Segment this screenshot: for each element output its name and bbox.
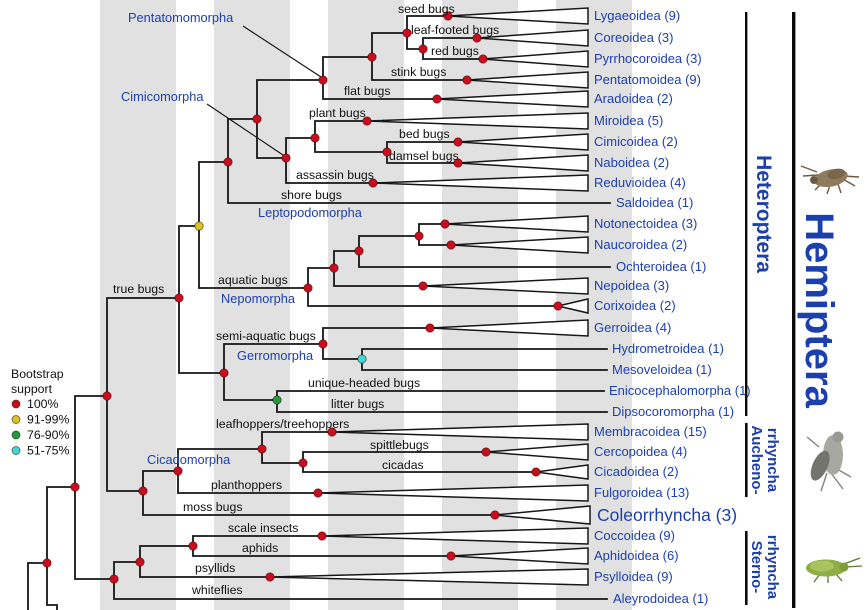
- heteroptera-bug-photo: [800, 165, 860, 195]
- bootstrap-legend: Bootstrap support 100% 91-99% 76-90% 51-…: [11, 367, 69, 458]
- common-name-scale-insects: scale insects: [228, 521, 298, 535]
- taxon-label-membracoidea: Membracoidea (15): [594, 424, 707, 439]
- taxon-label-aphidoidea: Aphidoidea (6): [594, 548, 679, 563]
- taxon-label-notonectoidea: Notonectoidea (3): [594, 216, 697, 231]
- legend-item-51-75: 51-75%: [27, 444, 69, 458]
- common-name-stink-bugs: stink bugs: [391, 65, 446, 79]
- taxon-label-hydrometroidea: Hydrometroidea (1): [612, 341, 724, 356]
- common-name-labels: seed bugs leaf-footed bugs red bugs stin…: [113, 2, 499, 597]
- taxon-label-coleorrhyncha: Coleorrhyncha (3): [597, 505, 737, 525]
- clade-pointer-lines: [206, 25, 322, 156]
- taxon-label-fulgoroidea: Fulgoroidea (13): [594, 485, 689, 500]
- auchenorrhyncha-planthopper-photo: [806, 431, 852, 492]
- clade-triangles: [269, 7, 591, 586]
- legend-title-line2: support: [11, 382, 53, 396]
- legend-title-line1: Bootstrap: [11, 367, 64, 381]
- common-name-psyllids: psyllids: [195, 561, 235, 575]
- group-label-auchenorrhyncha-line1: Aucheno-: [748, 425, 765, 494]
- taxon-label-pyrrhocoroidea: Pyrrhocoroidea (3): [594, 51, 702, 66]
- taxon-label-naboidea: Naboidea (2): [594, 155, 669, 170]
- group-label-heteroptera: Heteroptera: [752, 155, 775, 273]
- taxon-label-gerroidea: Gerroidea (4): [594, 320, 671, 335]
- heteroptera-bar: [745, 12, 748, 416]
- taxon-label-pentatomoidea: Pentatomoidea (9): [594, 72, 701, 87]
- common-name-plant-bugs: plant bugs: [309, 106, 366, 120]
- common-name-whiteflies: whiteflies: [191, 583, 243, 597]
- taxon-label-naucoroidea: Naucoroidea (2): [594, 237, 687, 252]
- clade-labels: Pentatomomorpha Cimicomorpha Leptopodomo…: [121, 10, 363, 467]
- common-name-spittlebugs: spittlebugs: [370, 438, 429, 452]
- taxon-label-aradoidea: Aradoidea (2): [594, 91, 673, 106]
- sternorrhyncha-psyllid-photo: [806, 557, 863, 583]
- taxon-label-saldoidea: Saldoidea (1): [616, 195, 693, 210]
- common-name-aquatic-bugs: aquatic bugs: [218, 273, 288, 287]
- taxon-label-lygaeoidea: Lygaeoidea (9): [594, 8, 680, 23]
- taxon-label-miroidea: Miroidea (5): [594, 113, 663, 128]
- clade-label-pentatomomorpha: Pentatomomorpha: [128, 10, 234, 25]
- legend-item-91-99: 91-99%: [27, 413, 69, 427]
- auchenorrhyncha-bar: [745, 423, 748, 497]
- legend-item-76-90: 76-90%: [27, 428, 69, 442]
- group-label-sternorrhyncha-line2: rrhyncha: [764, 535, 781, 600]
- common-name-flat-bugs: flat bugs: [344, 84, 391, 98]
- taxon-label-reduvioidea: Reduvioidea (4): [594, 175, 686, 190]
- taxon-label-mesoveloidea: Mesoveloidea (1): [612, 362, 712, 377]
- common-name-true-bugs: true bugs: [113, 282, 164, 296]
- group-bracket-bars: [745, 12, 796, 608]
- common-name-semi-aquatic-bugs: semi-aquatic bugs: [216, 329, 316, 343]
- common-name-unique-headed-bugs: unique-headed bugs: [308, 376, 420, 390]
- common-name-litter-bugs: litter bugs: [331, 397, 384, 411]
- group-label-sternorrhyncha-line1: Sterno-: [748, 541, 765, 594]
- common-name-moss-bugs: moss bugs: [183, 500, 242, 514]
- common-name-aphids: aphids: [242, 541, 278, 555]
- common-name-planthoppers: planthoppers: [211, 478, 282, 492]
- clade-label-leptopodomorpha: Leptopodomorpha: [258, 205, 363, 220]
- clade-label-gerromorpha: Gerromorpha: [237, 348, 314, 363]
- taxon-label-enicocephalomorpha: Enicocephalomorpha (1): [609, 383, 751, 398]
- taxon-label-nepoidea: Nepoidea (3): [594, 278, 669, 293]
- group-label-hemiptera: Hemiptera: [797, 212, 841, 408]
- taxon-label-coreoidea: Coreoidea (3): [594, 30, 674, 45]
- legend-item-100: 100%: [27, 397, 59, 411]
- taxon-label-cimicoidea: Cimicoidea (2): [594, 134, 678, 149]
- taxon-label-coccoidea: Coccoidea (9): [594, 528, 675, 543]
- clade-label-cimicomorpha: Cimicomorpha: [121, 89, 204, 104]
- taxon-label-psylloidea: Psylloidea (9): [594, 569, 673, 584]
- taxon-labels: Lygaeoidea (9) Coreoidea (3) Pyrrhocoroi…: [594, 8, 751, 606]
- common-name-leaf-footed-bugs: leaf-footed bugs: [411, 23, 499, 37]
- common-name-leafhoppers-treehoppers: leafhoppers/treehoppers: [216, 417, 349, 431]
- taxon-label-corixoidea: Corixoidea (2): [594, 298, 676, 313]
- taxon-label-cicadoidea: Cicadoidea (2): [594, 464, 679, 479]
- taxon-label-ochteroidea: Ochteroidea (1): [616, 259, 706, 274]
- common-name-seed-bugs: seed bugs: [398, 2, 455, 16]
- sternorrhyncha-bar: [745, 531, 748, 605]
- group-labels: Heteroptera Hemiptera Aucheno- rrhyncha …: [748, 155, 841, 600]
- common-name-red-bugs: red bugs: [431, 44, 479, 58]
- bootstrap-node-dots: [42, 11, 563, 584]
- group-label-auchenorrhyncha-line2: rrhyncha: [764, 428, 781, 493]
- common-name-bed-bugs: bed bugs: [399, 127, 450, 141]
- taxon-label-dipsocoromorpha: Dipsocoromorpha (1): [612, 404, 734, 419]
- common-name-shore-bugs: shore bugs: [281, 188, 342, 202]
- hemiptera-bar: [792, 12, 796, 608]
- common-name-assassin-bugs: assassin bugs: [296, 168, 374, 182]
- clade-label-cicadomorpha: Cicadomorpha: [147, 452, 231, 467]
- taxon-label-cercopoidea: Cercopoidea (4): [594, 444, 687, 459]
- common-name-cicadas: cicadas: [382, 458, 424, 472]
- clade-label-nepomorpha: Nepomorpha: [221, 291, 296, 306]
- common-name-damsel-bugs: damsel bugs: [389, 149, 459, 163]
- taxon-label-aleyrodoidea: Aleyrodoidea (1): [613, 591, 708, 606]
